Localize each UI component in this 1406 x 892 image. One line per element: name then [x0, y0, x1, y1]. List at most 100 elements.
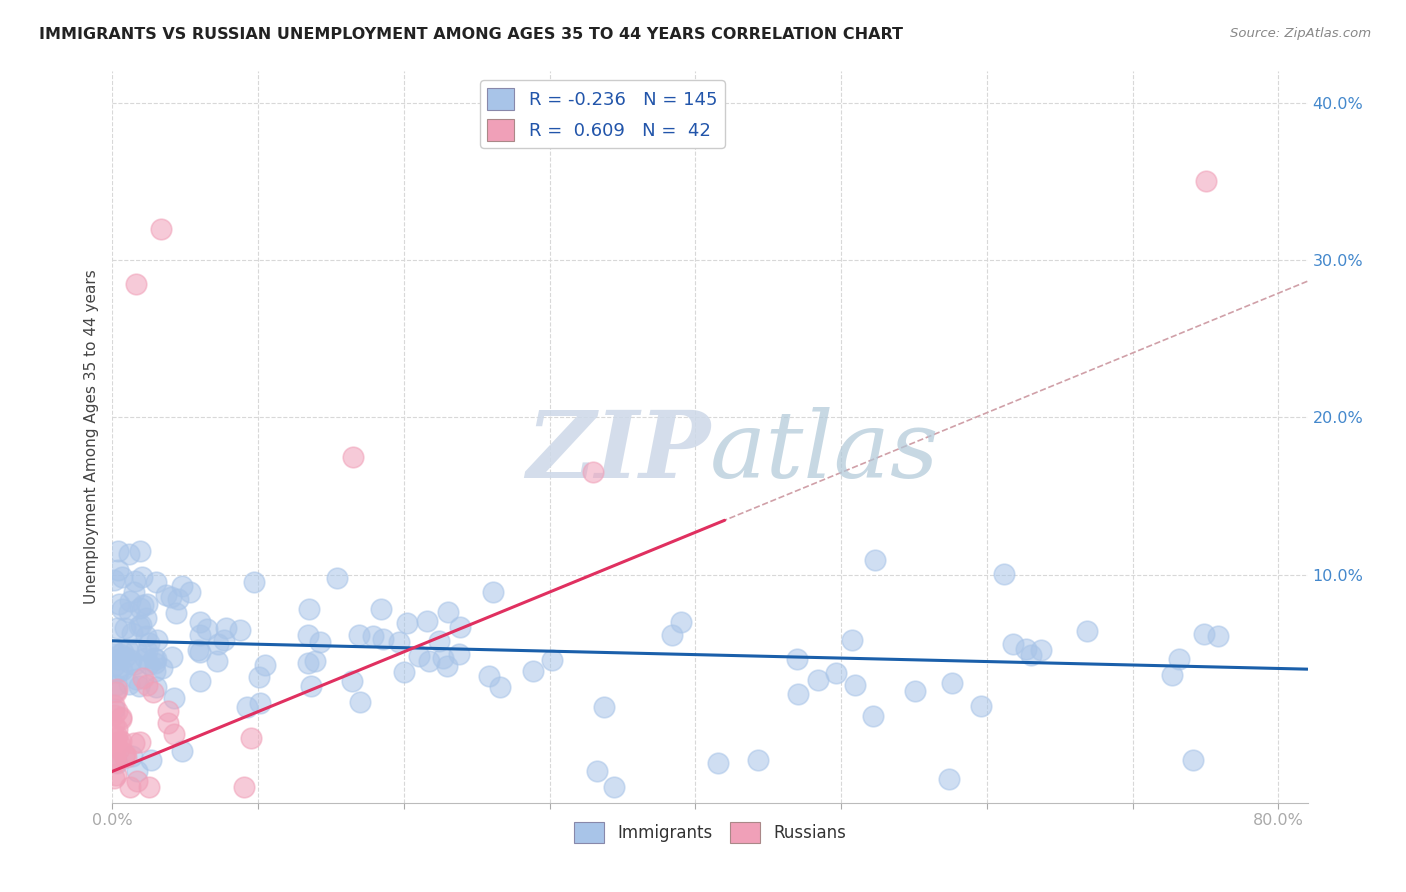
Point: [155, 588, 177, 602]
Point: [129, 601, 152, 615]
Point: [114, 747, 136, 761]
Point: [969, 698, 991, 713]
Point: [707, 756, 730, 771]
Point: [125, 277, 148, 291]
Point: [160, 649, 183, 664]
Point: [135, 629, 157, 643]
Point: [195, 622, 218, 636]
Point: [207, 638, 229, 652]
Y-axis label: Unemployment Among Ages 35 to 44 years: Unemployment Among Ages 35 to 44 years: [83, 269, 98, 605]
Point: [103, 702, 125, 716]
Point: [249, 696, 271, 710]
Point: [187, 642, 209, 657]
Point: [110, 647, 132, 661]
Point: [134, 651, 156, 665]
Point: [163, 691, 186, 706]
Point: [124, 657, 146, 672]
Point: [904, 684, 927, 698]
Point: [361, 629, 384, 643]
Point: [309, 635, 332, 649]
Point: [121, 626, 143, 640]
Point: [586, 764, 609, 779]
Point: [145, 575, 167, 590]
Point: [449, 620, 471, 634]
Point: [128, 680, 150, 694]
Point: [103, 707, 125, 722]
Point: [582, 466, 605, 480]
Point: [1076, 624, 1098, 639]
Point: [436, 658, 458, 673]
Point: [129, 618, 152, 632]
Legend: Immigrants, Russians: Immigrants, Russians: [568, 815, 852, 849]
Point: [132, 598, 155, 612]
Point: [104, 647, 127, 661]
Point: [114, 621, 136, 635]
Point: [1192, 627, 1215, 641]
Point: [105, 663, 128, 677]
Point: [142, 650, 165, 665]
Point: [104, 684, 127, 698]
Point: [111, 645, 134, 659]
Point: [1015, 642, 1038, 657]
Point: [1029, 643, 1052, 657]
Point: [166, 592, 188, 607]
Point: [103, 747, 125, 762]
Point: [120, 656, 142, 670]
Point: [437, 605, 460, 619]
Point: [146, 632, 169, 647]
Point: [131, 570, 153, 584]
Point: [118, 605, 141, 619]
Point: [786, 652, 808, 666]
Point: [844, 678, 866, 692]
Point: [105, 768, 128, 782]
Point: [114, 649, 136, 664]
Point: [342, 450, 364, 464]
Point: [103, 771, 125, 785]
Point: [807, 673, 830, 687]
Point: [125, 673, 148, 687]
Point: [603, 780, 626, 794]
Point: [107, 563, 129, 577]
Point: [865, 552, 887, 566]
Point: [107, 729, 129, 743]
Point: [107, 652, 129, 666]
Point: [993, 566, 1015, 581]
Point: [212, 632, 235, 647]
Point: [145, 651, 167, 665]
Point: [232, 780, 254, 794]
Point: [239, 731, 262, 745]
Point: [120, 653, 142, 667]
Point: [145, 681, 167, 695]
Point: [107, 665, 129, 680]
Point: [103, 643, 125, 657]
Point: [121, 748, 143, 763]
Point: [112, 749, 135, 764]
Point: [215, 621, 238, 635]
Point: [149, 221, 172, 235]
Point: [253, 657, 276, 672]
Point: [108, 597, 131, 611]
Point: [118, 780, 141, 794]
Point: [103, 737, 125, 751]
Point: [418, 654, 440, 668]
Point: [107, 544, 129, 558]
Point: [129, 735, 152, 749]
Point: [107, 742, 129, 756]
Point: [207, 654, 229, 668]
Point: [429, 633, 451, 648]
Point: [138, 657, 160, 671]
Point: [481, 585, 503, 599]
Point: [138, 636, 160, 650]
Point: [105, 731, 128, 745]
Point: [156, 704, 179, 718]
Point: [103, 573, 125, 587]
Point: [108, 736, 131, 750]
Point: [477, 669, 499, 683]
Point: [105, 705, 128, 719]
Point: [105, 756, 128, 771]
Point: [159, 590, 181, 604]
Text: ZIP: ZIP: [526, 407, 710, 497]
Point: [172, 579, 194, 593]
Point: [235, 700, 257, 714]
Point: [488, 680, 510, 694]
